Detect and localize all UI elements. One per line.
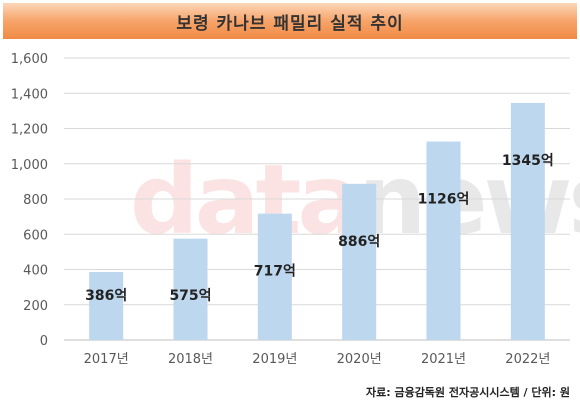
- y-tick-label: 600: [23, 228, 48, 243]
- data-label: 1345억: [502, 153, 554, 169]
- x-tick-label: 2017년: [84, 352, 129, 367]
- x-tick-label: 2018년: [168, 352, 213, 367]
- y-tick-label: 800: [23, 193, 48, 208]
- y-tick-label: 1,600: [11, 52, 48, 67]
- y-tick-label: 1,000: [11, 158, 48, 173]
- chart-title-bar: 보령 카나브 패밀리 실적 추이: [3, 3, 577, 39]
- x-tick-label: 2021년: [421, 352, 466, 367]
- y-tick-label: 200: [23, 299, 48, 314]
- bar: [173, 238, 208, 340]
- y-tick-label: 1,200: [11, 123, 48, 138]
- data-label: 575억: [169, 288, 211, 304]
- bar: [510, 102, 545, 340]
- source-note: 자료: 금융감독원 전자공시시스템 / 단위: 원: [365, 386, 570, 399]
- bar: [89, 271, 124, 340]
- bar: [426, 141, 461, 340]
- data-label: 886억: [338, 234, 380, 250]
- data-label: 386억: [85, 288, 127, 304]
- x-tick-label: 2020년: [337, 352, 382, 367]
- y-tick-label: 400: [23, 264, 48, 279]
- x-tick-label: 2019년: [252, 352, 297, 367]
- y-tick-label: 1,400: [11, 87, 48, 102]
- bar: [342, 183, 377, 340]
- bar: [257, 213, 292, 340]
- x-tick-label: 2022년: [505, 352, 550, 367]
- data-label: 1126억: [418, 192, 470, 208]
- data-label: 717억: [254, 264, 296, 280]
- chart-title: 보령 카나브 패밀리 실적 추이: [176, 13, 404, 34]
- y-tick-label: 0: [40, 334, 48, 349]
